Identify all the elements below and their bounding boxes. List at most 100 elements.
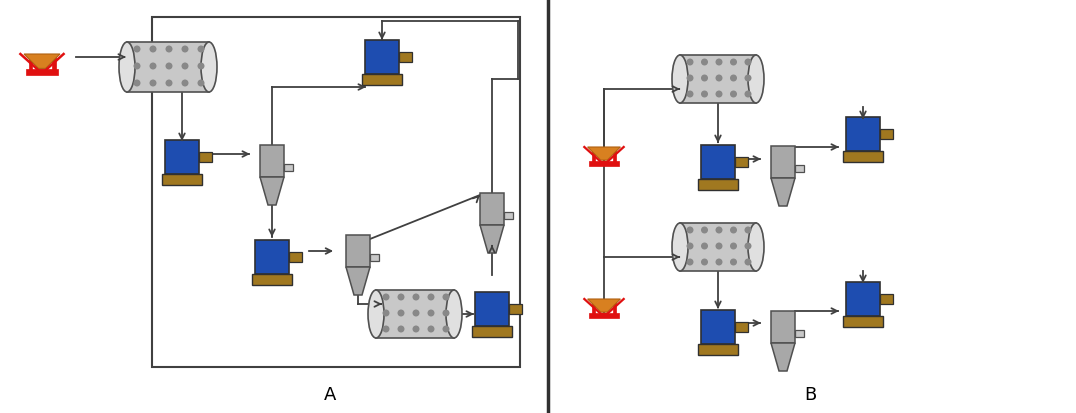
Bar xyxy=(613,299,617,314)
Bar xyxy=(365,41,399,75)
Circle shape xyxy=(731,60,736,66)
Circle shape xyxy=(746,92,751,97)
Circle shape xyxy=(151,64,156,70)
Polygon shape xyxy=(587,299,621,312)
Circle shape xyxy=(688,76,693,82)
Circle shape xyxy=(731,228,736,233)
Circle shape xyxy=(166,64,172,70)
Polygon shape xyxy=(346,267,370,295)
Bar xyxy=(346,235,370,267)
Circle shape xyxy=(383,294,388,300)
Circle shape xyxy=(151,81,156,87)
Circle shape xyxy=(398,311,404,316)
Text: A: A xyxy=(324,385,336,403)
Circle shape xyxy=(166,81,172,87)
Bar xyxy=(590,313,619,318)
Circle shape xyxy=(731,92,736,97)
Circle shape xyxy=(443,311,449,316)
Circle shape xyxy=(398,294,404,300)
Circle shape xyxy=(717,60,722,66)
Circle shape xyxy=(413,311,419,316)
Circle shape xyxy=(166,47,172,53)
Bar xyxy=(475,292,509,326)
Bar xyxy=(28,55,32,71)
Bar xyxy=(504,212,513,219)
Circle shape xyxy=(746,76,751,82)
Circle shape xyxy=(688,92,693,97)
Circle shape xyxy=(717,260,722,265)
Circle shape xyxy=(746,60,751,66)
Bar xyxy=(252,274,292,285)
Bar xyxy=(592,147,595,162)
Circle shape xyxy=(688,244,693,249)
Bar xyxy=(152,18,520,367)
Circle shape xyxy=(746,228,751,233)
Bar xyxy=(698,180,738,190)
Bar xyxy=(480,194,504,225)
Circle shape xyxy=(702,244,707,249)
Circle shape xyxy=(134,81,140,87)
Bar xyxy=(880,294,893,304)
Bar xyxy=(680,223,756,271)
Circle shape xyxy=(731,260,736,265)
Circle shape xyxy=(383,311,388,316)
Bar xyxy=(846,118,880,152)
Bar xyxy=(284,165,293,171)
Bar xyxy=(472,326,512,337)
Bar xyxy=(880,130,893,140)
Ellipse shape xyxy=(368,290,384,338)
Bar xyxy=(795,166,804,173)
Bar xyxy=(376,290,454,338)
Ellipse shape xyxy=(201,43,217,93)
Circle shape xyxy=(717,76,722,82)
Circle shape xyxy=(182,64,188,70)
Bar xyxy=(771,147,795,178)
Circle shape xyxy=(413,294,419,300)
Bar xyxy=(680,56,756,104)
Bar xyxy=(255,240,289,274)
Bar xyxy=(592,299,595,314)
Bar xyxy=(399,53,412,63)
Circle shape xyxy=(428,311,434,316)
Polygon shape xyxy=(480,225,504,254)
Bar xyxy=(52,55,56,71)
Ellipse shape xyxy=(445,290,462,338)
Bar xyxy=(771,311,795,343)
Bar xyxy=(843,316,883,327)
Circle shape xyxy=(182,47,188,53)
Bar xyxy=(735,158,748,168)
Circle shape xyxy=(702,92,707,97)
Ellipse shape xyxy=(119,43,134,93)
Circle shape xyxy=(717,92,722,97)
Circle shape xyxy=(746,260,751,265)
Polygon shape xyxy=(587,147,621,161)
Circle shape xyxy=(702,260,707,265)
Bar xyxy=(698,344,738,355)
Circle shape xyxy=(702,228,707,233)
Circle shape xyxy=(182,81,188,87)
Circle shape xyxy=(731,244,736,249)
Circle shape xyxy=(702,60,707,66)
Bar xyxy=(26,70,58,76)
Bar xyxy=(162,175,202,185)
Circle shape xyxy=(688,60,693,66)
Circle shape xyxy=(688,228,693,233)
Ellipse shape xyxy=(672,223,688,271)
Bar xyxy=(613,147,617,162)
Circle shape xyxy=(746,244,751,249)
Bar xyxy=(590,161,619,166)
Bar xyxy=(843,152,883,163)
Polygon shape xyxy=(260,178,284,206)
Polygon shape xyxy=(24,55,60,69)
Polygon shape xyxy=(771,343,795,371)
Circle shape xyxy=(198,64,203,70)
Circle shape xyxy=(731,76,736,82)
Text: B: B xyxy=(804,385,816,403)
Bar xyxy=(260,146,284,178)
Circle shape xyxy=(413,326,419,332)
Circle shape xyxy=(717,244,722,249)
Circle shape xyxy=(443,294,449,300)
Bar xyxy=(289,252,302,262)
Circle shape xyxy=(428,294,434,300)
Ellipse shape xyxy=(748,56,764,104)
